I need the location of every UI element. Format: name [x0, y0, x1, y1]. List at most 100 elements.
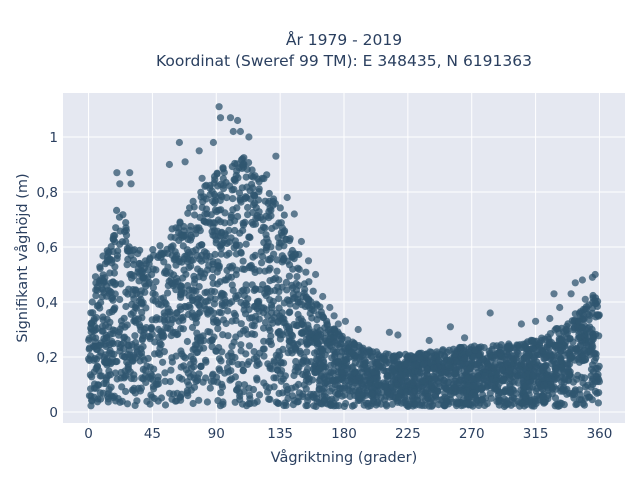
data-point — [213, 318, 221, 326]
data-point — [497, 389, 505, 397]
data-point — [301, 285, 309, 294]
data-point — [116, 295, 124, 304]
y-tick-label: 1 — [49, 130, 58, 146]
data-point — [239, 265, 247, 273]
data-point — [564, 376, 572, 384]
data-point — [295, 363, 303, 371]
data-point — [116, 347, 124, 355]
data-point — [190, 363, 198, 371]
data-point — [217, 191, 225, 199]
data-point — [540, 399, 548, 407]
data-point — [560, 328, 568, 336]
data-point — [168, 225, 176, 233]
data-point — [576, 396, 584, 404]
data-point — [215, 103, 223, 111]
data-point — [351, 379, 359, 387]
data-point — [193, 251, 201, 260]
data-point — [246, 314, 254, 322]
data-point — [227, 375, 236, 383]
data-point — [154, 325, 163, 333]
data-point — [267, 301, 276, 309]
data-point — [338, 369, 346, 377]
data-point — [190, 383, 199, 391]
data-point — [429, 397, 438, 405]
data-point — [217, 389, 225, 397]
data-point — [503, 345, 511, 353]
data-point — [217, 180, 225, 188]
data-point — [268, 309, 276, 317]
data-point — [529, 371, 537, 379]
data-point — [251, 302, 259, 310]
data-point — [491, 354, 500, 362]
data-point — [111, 369, 120, 377]
data-point — [348, 364, 356, 372]
data-point — [167, 366, 175, 374]
data-point — [355, 395, 363, 403]
data-point — [233, 204, 241, 212]
data-point — [190, 203, 198, 211]
data-point — [184, 282, 192, 290]
data-point — [546, 350, 555, 359]
data-point — [95, 367, 103, 375]
data-point — [277, 358, 285, 366]
data-point — [580, 315, 588, 323]
data-point — [184, 369, 192, 377]
data-point — [574, 334, 582, 343]
data-point — [195, 396, 203, 404]
data-point — [430, 364, 438, 372]
data-point — [283, 328, 291, 336]
data-point — [520, 402, 528, 410]
data-point — [196, 227, 204, 235]
data-point — [192, 377, 200, 386]
data-point — [250, 348, 258, 356]
data-point — [101, 358, 109, 367]
data-point — [468, 374, 476, 382]
data-point — [403, 353, 412, 361]
data-point — [220, 236, 228, 244]
data-point — [165, 160, 173, 169]
data-point — [403, 360, 411, 368]
data-point — [425, 336, 433, 345]
data-point — [242, 350, 250, 358]
data-point — [241, 326, 250, 334]
data-point — [232, 386, 241, 394]
data-point — [459, 388, 467, 396]
data-point — [227, 211, 235, 219]
data-point — [305, 278, 313, 286]
data-point — [334, 362, 342, 371]
data-point — [323, 317, 331, 325]
data-point — [309, 287, 317, 295]
data-point — [152, 380, 160, 388]
data-point — [383, 402, 391, 410]
data-point — [294, 298, 302, 306]
data-point — [103, 315, 111, 323]
data-point — [270, 358, 279, 366]
data-point — [168, 395, 176, 403]
data-point — [239, 257, 247, 265]
data-point — [300, 353, 308, 362]
data-point — [338, 392, 346, 400]
data-point — [215, 308, 223, 316]
data-point — [349, 387, 357, 395]
data-point — [471, 393, 479, 401]
data-point — [433, 348, 441, 356]
data-point — [213, 208, 221, 216]
data-point — [189, 256, 197, 264]
data-point — [118, 397, 126, 405]
data-point — [147, 323, 156, 331]
data-point — [225, 249, 233, 257]
data-point — [252, 285, 260, 293]
data-point — [472, 360, 480, 368]
data-point — [255, 391, 264, 399]
x-tick-label: 360 — [587, 426, 613, 442]
data-point — [593, 389, 601, 397]
data-point — [135, 260, 143, 268]
data-point — [291, 343, 299, 352]
data-point — [311, 368, 319, 376]
data-point — [174, 330, 182, 338]
data-point — [369, 369, 377, 377]
data-point — [280, 211, 288, 219]
data-point — [444, 361, 452, 369]
data-point — [434, 379, 443, 387]
data-point — [177, 282, 185, 290]
